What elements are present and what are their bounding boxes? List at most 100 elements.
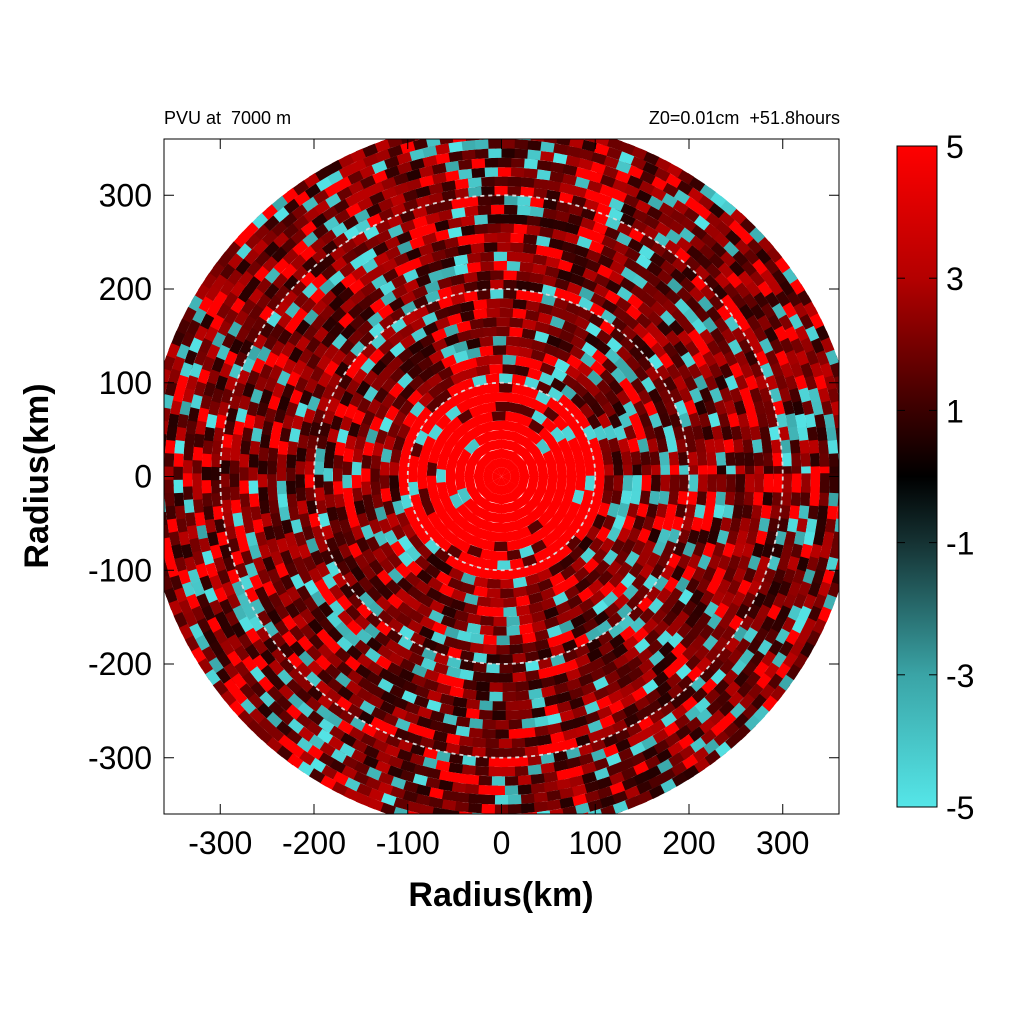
- field-cell: [474, 496, 491, 512]
- field-cell: [572, 448, 585, 465]
- field-cell: [146, 499, 157, 520]
- reference-circles: [219, 194, 784, 759]
- field-cell: [630, 448, 642, 466]
- field-cell: [371, 441, 384, 459]
- field-cell: [473, 506, 491, 522]
- field-cell: [466, 613, 484, 626]
- field-cell: [556, 499, 572, 517]
- field-cell: [613, 461, 624, 478]
- field-cell: [501, 492, 516, 505]
- field-cell: [149, 407, 162, 428]
- field-cell: [426, 462, 438, 478]
- field-cell: [332, 454, 344, 472]
- field-cell: [665, 500, 678, 519]
- field-cell: [517, 476, 530, 491]
- field-cell: [501, 471, 511, 477]
- field-cell: [439, 442, 454, 460]
- field-cell: [521, 487, 537, 504]
- field-cell: [501, 468, 510, 477]
- field-cell: [445, 468, 456, 485]
- field-cell: [486, 439, 502, 451]
- field-cell: [515, 594, 533, 607]
- field-cell: [487, 492, 502, 505]
- field-cell: [511, 120, 532, 130]
- field-cell: [531, 329, 550, 344]
- field-cell: [409, 442, 423, 459]
- field-cell: [408, 468, 418, 485]
- field-cell: [537, 122, 558, 134]
- field-cell: [510, 567, 527, 580]
- field-cell: [510, 485, 526, 501]
- field-cell: [492, 457, 502, 469]
- field-cell: [763, 473, 774, 493]
- field-cell: [545, 499, 562, 517]
- field-cell: [477, 485, 493, 501]
- field-cell: [476, 345, 494, 357]
- field-cell: [483, 382, 500, 394]
- field-cell: [519, 544, 537, 559]
- field-cell: [477, 518, 494, 532]
- field-cell: [791, 473, 802, 493]
- field-cell: [458, 121, 479, 132]
- field-cell: [509, 467, 521, 477]
- y-tick-label: -300: [88, 740, 152, 776]
- field-cell: [530, 409, 548, 425]
- field-cell: [501, 476, 507, 486]
- field-cell: [531, 448, 547, 466]
- y-tick-label: 100: [99, 365, 152, 401]
- field-cell: [649, 487, 661, 505]
- field-cell: [537, 426, 555, 443]
- field-cell: [482, 298, 500, 309]
- field-cell: [485, 120, 506, 130]
- field-cell: [389, 461, 400, 478]
- field-cell: [801, 473, 811, 493]
- field-cell: [632, 512, 647, 531]
- field-cell: [479, 317, 497, 328]
- field-cell: [716, 474, 727, 493]
- field-cell: [512, 506, 530, 522]
- field-cell: [525, 357, 543, 371]
- field-cell: [513, 585, 530, 598]
- field-cell: [447, 577, 466, 592]
- field-cell: [464, 415, 482, 431]
- field-cell: [509, 308, 527, 319]
- field-cell: [506, 549, 523, 561]
- field-cell: [622, 461, 633, 478]
- field-cell: [509, 557, 527, 570]
- field-cell: [819, 473, 830, 494]
- field-cell: [476, 605, 494, 617]
- field-cell: [519, 327, 537, 340]
- colorbar-tick-label: -3: [946, 658, 974, 694]
- field-cell: [380, 448, 393, 465]
- colorbar-tick-label: 3: [946, 261, 964, 297]
- field-cell: [632, 461, 643, 478]
- field-cell: [476, 411, 493, 425]
- field-cell: [371, 494, 384, 512]
- x-tick-label: 300: [756, 825, 809, 861]
- field-cell: [323, 454, 334, 472]
- field-cell: [473, 462, 486, 477]
- field-cell: [370, 468, 380, 485]
- field-cell: [501, 457, 511, 469]
- field-cell: [565, 462, 577, 478]
- y-axis: -300 -200 -100 0 100 200 300: [88, 177, 839, 776]
- field-cell: [575, 461, 586, 478]
- field-cell: [497, 560, 513, 571]
- field-cell: [464, 522, 482, 538]
- field-cell: [537, 510, 555, 527]
- field-cell: [504, 410, 520, 423]
- field-cell: [333, 441, 346, 460]
- field-cell: [470, 556, 487, 569]
- field-cell: [492, 484, 502, 496]
- field-cell: [587, 500, 602, 518]
- field-cell: [522, 309, 540, 322]
- field-cell: [524, 821, 545, 832]
- field-cell: [567, 500, 582, 518]
- field-cell: [493, 317, 510, 327]
- field-cell: [622, 475, 633, 492]
- field-cell: [524, 121, 545, 132]
- field-cell: [772, 473, 783, 493]
- field-cell: [512, 496, 529, 512]
- field-cell: [518, 404, 536, 419]
- field-cell: [525, 367, 543, 381]
